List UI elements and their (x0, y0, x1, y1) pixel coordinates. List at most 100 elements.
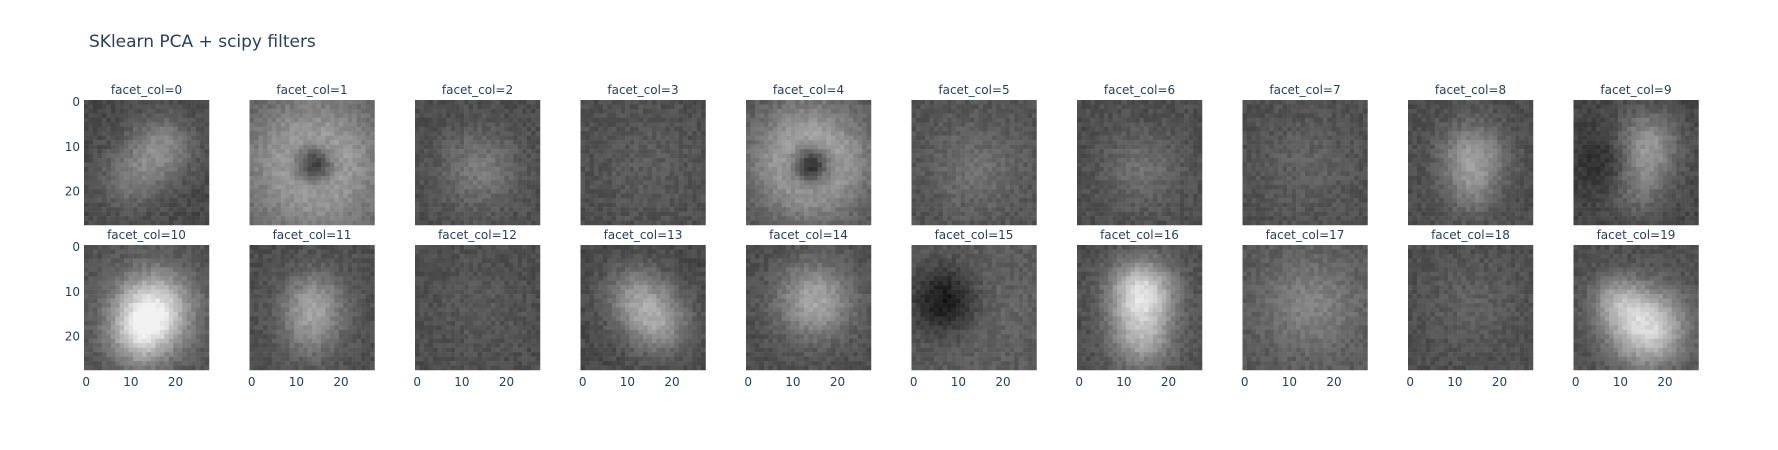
heatmap-cell (263, 171, 268, 176)
heatmap-cell (791, 176, 796, 181)
heatmap-cell (272, 185, 277, 190)
heatmap-cell (357, 189, 362, 194)
heatmap-cell (250, 113, 255, 118)
heatmap-cell (339, 167, 344, 172)
heatmap-cell (348, 149, 353, 154)
heatmap-cell (469, 176, 474, 181)
heatmap-cell (339, 203, 344, 208)
heatmap-cell (1126, 104, 1131, 109)
heatmap-cell (482, 189, 487, 194)
heatmap-cell (469, 198, 474, 203)
heatmap-cell (276, 158, 281, 163)
heatmap-cell (169, 216, 174, 221)
heatmap-cell (965, 113, 970, 118)
heatmap-cell (138, 131, 143, 136)
heatmap-cell (697, 167, 702, 172)
heatmap-cell (446, 131, 451, 136)
heatmap-cell (513, 185, 518, 190)
heatmap-cell (513, 194, 518, 199)
heatmap-cell (867, 185, 872, 190)
heatmap-cell (299, 212, 304, 217)
heatmap-cell (138, 113, 143, 118)
heatmap-cell (343, 145, 348, 150)
heatmap-cell (947, 118, 952, 123)
heatmap-cell (205, 167, 210, 172)
heatmap-cell (656, 216, 661, 221)
heatmap-cell (495, 104, 500, 109)
heatmap-cell (616, 167, 621, 172)
heatmap-cell (974, 113, 979, 118)
heatmap-cell (415, 136, 420, 141)
heatmap-cell (683, 198, 688, 203)
heatmap-cell (281, 167, 286, 172)
heatmap-cell (469, 203, 474, 208)
heatmap-cell (768, 167, 773, 172)
heatmap-cell (325, 127, 330, 132)
heatmap-cell (987, 136, 992, 141)
heatmap-cell (1175, 100, 1180, 105)
heatmap-cell (182, 194, 187, 199)
heatmap-cell (786, 203, 791, 208)
heatmap-cell (916, 203, 921, 208)
heatmap-cell (102, 167, 107, 172)
heatmap-cell (120, 118, 125, 123)
heatmap-cell (759, 176, 764, 181)
heatmap-cell (1081, 122, 1086, 127)
heatmap-cell (1014, 154, 1019, 159)
heatmap-cell (536, 100, 541, 105)
heatmap-cell (142, 113, 147, 118)
heatmap-cell (285, 194, 290, 199)
heatmap-cell (621, 189, 626, 194)
heatmap-cell (173, 167, 178, 172)
heatmap-cell (536, 203, 541, 208)
heatmap-cell (630, 167, 635, 172)
heatmap-cell (348, 167, 353, 172)
heatmap-cell (952, 140, 957, 145)
heatmap-cell (187, 189, 192, 194)
heatmap-cell (581, 104, 586, 109)
heatmap-cell (867, 212, 872, 217)
heatmap-cell (612, 122, 617, 127)
heatmap-cell (527, 189, 532, 194)
heatmap-cell (93, 212, 98, 217)
heatmap-cell (965, 198, 970, 203)
heatmap-cell (912, 185, 917, 190)
heatmap-cell (285, 122, 290, 127)
heatmap-cell (970, 203, 975, 208)
heatmap-cell (755, 131, 760, 136)
heatmap-cell (777, 122, 782, 127)
heatmap-cell (929, 154, 934, 159)
heatmap-cell (943, 216, 948, 221)
heatmap-cell (495, 176, 500, 181)
heatmap-cell (415, 180, 420, 185)
heatmap-cell (84, 163, 89, 168)
heatmap-cell (647, 176, 652, 181)
heatmap-cell (759, 100, 764, 105)
heatmap-cell (258, 140, 263, 145)
heatmap-cell (142, 167, 147, 172)
heatmap-cell (970, 158, 975, 163)
heatmap-cell (858, 198, 863, 203)
heatmap-cell (1117, 104, 1122, 109)
heatmap-cell (196, 185, 201, 190)
heatmap-cell (102, 163, 107, 168)
heatmap-cell (366, 167, 371, 172)
heatmap-cell (370, 163, 375, 168)
heatmap-cell (759, 131, 764, 136)
heatmap-cell (93, 171, 98, 176)
heatmap-cell (343, 221, 348, 226)
heatmap-cell (840, 198, 845, 203)
heatmap-cell (102, 118, 107, 123)
heatmap-cell (773, 203, 778, 208)
heatmap-cell (853, 122, 858, 127)
heatmap-cell (437, 203, 442, 208)
heatmap-cell (419, 167, 424, 172)
heatmap-cell (822, 212, 827, 217)
heatmap-cell (1023, 212, 1028, 217)
heatmap-cell (151, 176, 156, 181)
heatmap-cell (952, 109, 957, 114)
heatmap-cell (312, 136, 317, 141)
heatmap-cell (1144, 140, 1149, 145)
heatmap-cell (169, 140, 174, 145)
heatmap-cell (634, 167, 639, 172)
